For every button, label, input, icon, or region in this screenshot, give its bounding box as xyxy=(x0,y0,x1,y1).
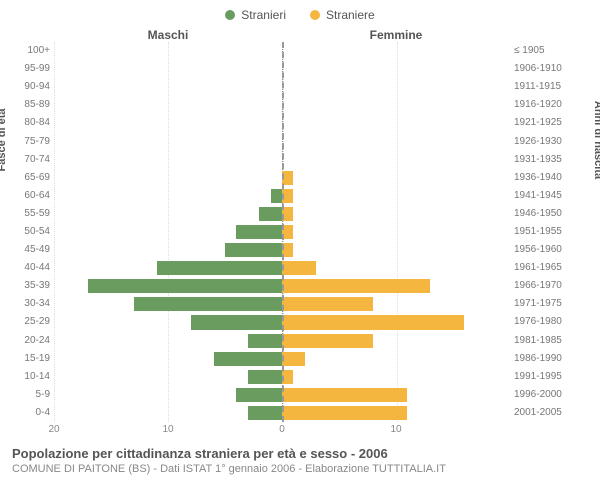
y-axis-title-right: Anni di nascita xyxy=(592,80,600,200)
y-tick-left: 95-99 xyxy=(12,64,54,74)
x-tick: 20 xyxy=(48,424,59,435)
bar-male xyxy=(236,225,282,239)
y-tick-right: 1916-1920 xyxy=(510,100,570,110)
y-tick-right: 1966-1970 xyxy=(510,281,570,291)
y-tick-left: 45-49 xyxy=(12,245,54,255)
x-axis-right: 10 xyxy=(282,424,510,436)
x-axis: 20100 10 xyxy=(12,424,588,436)
y-tick-left: 50-54 xyxy=(12,227,54,237)
y-tick-left: 75-79 xyxy=(12,137,54,147)
legend-label-male: Stranieri xyxy=(241,8,286,22)
y-tick-right: 1931-1935 xyxy=(510,155,570,165)
bar-male xyxy=(88,279,282,293)
y-tick-right: 1971-1975 xyxy=(510,299,570,309)
y-tick-left: 100+ xyxy=(12,46,54,56)
y-tick-left: 90-94 xyxy=(12,82,54,92)
y-tick-left: 35-39 xyxy=(12,281,54,291)
y-tick-right: 1911-1915 xyxy=(510,82,570,92)
y-tick-left: 70-74 xyxy=(12,155,54,165)
y-tick-right: 1976-1980 xyxy=(510,317,570,327)
bar-male xyxy=(259,207,282,221)
bar-female xyxy=(282,297,373,311)
y-tick-left: 80-84 xyxy=(12,118,54,128)
caption: Popolazione per cittadinanza straniera p… xyxy=(12,446,588,475)
y-tick-right: 2001-2005 xyxy=(510,408,570,418)
bar-female xyxy=(282,334,373,348)
bar-female xyxy=(282,315,464,329)
y-axis-left: 100+ 95-99 90-94 85-89 80-84 75-79 70-74 65-69 6… xyxy=(12,42,54,422)
legend-swatch-female xyxy=(310,10,320,20)
chart-body: 100+ 95-99 90-94 85-89 80-84 75-79 70-74 65-69 6… xyxy=(12,42,588,422)
y-tick-right: ≤ 1905 xyxy=(510,46,570,56)
bar-male xyxy=(157,261,282,275)
bar-male xyxy=(236,388,282,402)
y-tick-left: 15-19 xyxy=(12,354,54,364)
y-tick-left: 40-44 xyxy=(12,263,54,273)
y-tick-right: 1906-1910 xyxy=(510,64,570,74)
bar-male xyxy=(248,334,282,348)
y-tick-right: 1996-2000 xyxy=(510,390,570,400)
bar-male xyxy=(248,370,282,384)
center-line xyxy=(282,42,284,422)
bar-male xyxy=(191,315,282,329)
legend-item-female: Straniere xyxy=(310,8,375,22)
y-tick-right: 1941-1945 xyxy=(510,191,570,201)
legend-swatch-male xyxy=(225,10,235,20)
y-tick-right: 1951-1955 xyxy=(510,227,570,237)
legend-item-male: Stranieri xyxy=(225,8,286,22)
bar-male xyxy=(248,406,282,420)
bar-female xyxy=(282,352,305,366)
x-tick: 10 xyxy=(390,424,401,435)
y-tick-left: 20-24 xyxy=(12,336,54,346)
bar-female xyxy=(282,279,430,293)
column-headers: Maschi Femmine xyxy=(12,28,588,42)
header-female: Femmine xyxy=(282,28,510,42)
bar-male xyxy=(225,243,282,257)
y-tick-right: 1991-1995 xyxy=(510,372,570,382)
y-axis-title-left: Fasce di età xyxy=(0,80,8,200)
y-tick-right: 1926-1930 xyxy=(510,137,570,147)
y-tick-left: 25-29 xyxy=(12,317,54,327)
plot-area xyxy=(54,42,510,422)
y-axis-right: ≤ 1905 1906-1910 1911-1915 1916-1920 1921-19… xyxy=(510,42,570,422)
y-tick-left: 55-59 xyxy=(12,209,54,219)
y-tick-right: 1981-1985 xyxy=(510,336,570,346)
y-tick-right: 1921-1925 xyxy=(510,118,570,128)
y-tick-left: 65-69 xyxy=(12,173,54,183)
chart-root: Fasce di età Anni di nascita Stranieri S… xyxy=(0,0,600,500)
y-tick-left: 10-14 xyxy=(12,372,54,382)
y-tick-left: 5-9 xyxy=(12,390,54,400)
x-axis-left: 20100 xyxy=(54,424,282,436)
bar-male xyxy=(214,352,282,366)
bar-male xyxy=(134,297,282,311)
y-tick-left: 60-64 xyxy=(12,191,54,201)
header-male: Maschi xyxy=(54,28,282,42)
bar-female xyxy=(282,388,407,402)
bar-female xyxy=(282,406,407,420)
y-tick-right: 1936-1940 xyxy=(510,173,570,183)
y-tick-right: 1946-1950 xyxy=(510,209,570,219)
bar-female xyxy=(282,261,316,275)
caption-subtitle: COMUNE DI PAITONE (BS) - Dati ISTAT 1° g… xyxy=(12,463,588,475)
y-tick-right: 1956-1960 xyxy=(510,245,570,255)
legend-label-female: Straniere xyxy=(326,8,375,22)
bar-male xyxy=(271,189,282,203)
legend: Stranieri Straniere xyxy=(12,8,588,22)
y-tick-left: 0-4 xyxy=(12,408,54,418)
y-tick-right: 1986-1990 xyxy=(510,354,570,364)
y-tick-right: 1961-1965 xyxy=(510,263,570,273)
x-tick: 10 xyxy=(162,424,173,435)
caption-title: Popolazione per cittadinanza straniera p… xyxy=(12,446,588,461)
y-tick-left: 30-34 xyxy=(12,299,54,309)
y-tick-left: 85-89 xyxy=(12,100,54,110)
